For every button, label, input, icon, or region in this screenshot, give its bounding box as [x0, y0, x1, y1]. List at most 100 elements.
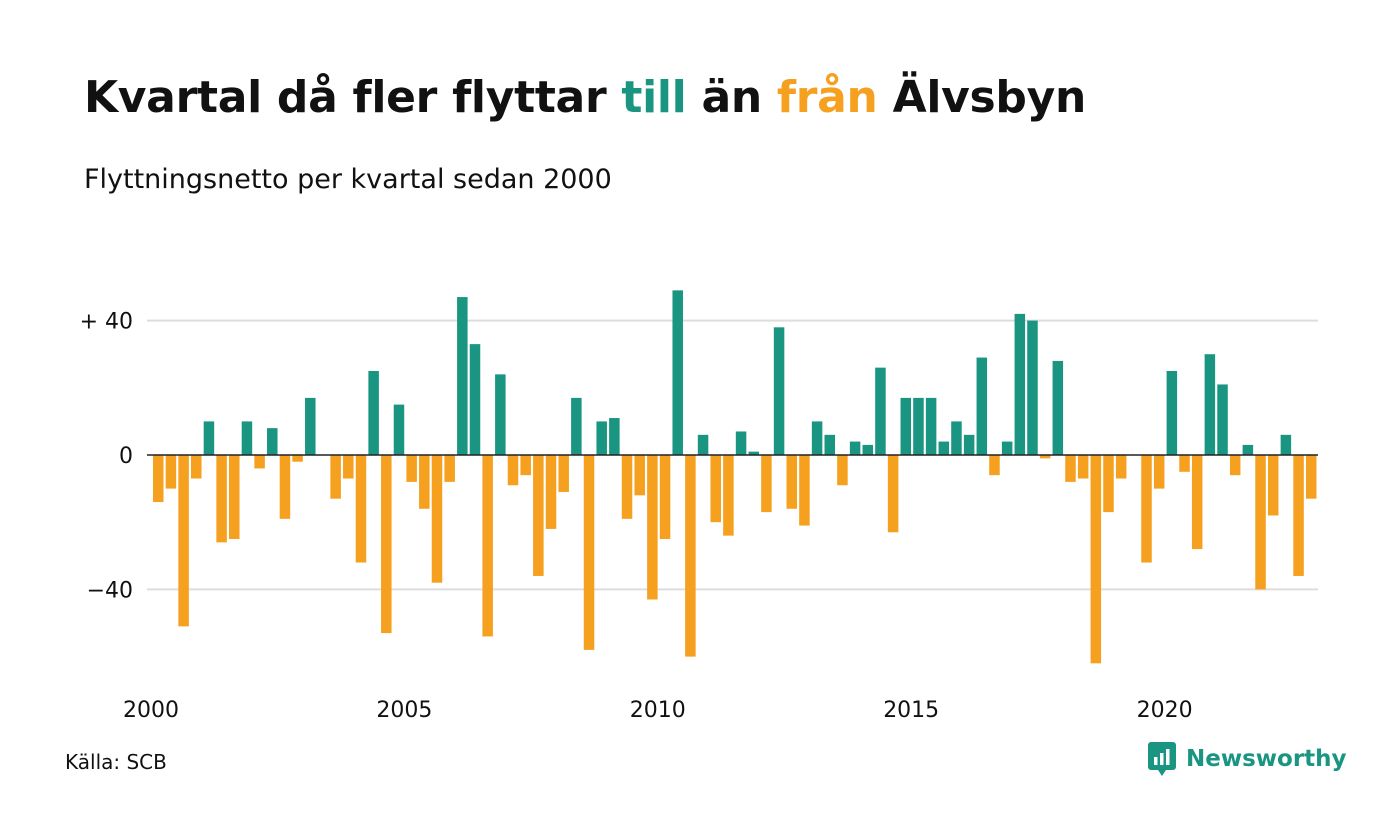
bar [469, 344, 481, 455]
bar [824, 434, 836, 455]
bar [305, 397, 316, 455]
bar [710, 455, 721, 523]
bar [444, 455, 455, 482]
bar [938, 441, 950, 455]
bar [558, 455, 569, 492]
bar [343, 455, 354, 479]
bar [355, 455, 367, 563]
newsworthy-chart-icon [1148, 742, 1176, 776]
bar [1153, 455, 1165, 489]
y-tick-label: 0 [119, 444, 133, 469]
bar [571, 397, 582, 455]
bar [330, 455, 341, 499]
bar [229, 455, 240, 539]
bar [621, 455, 633, 519]
bar-chart: + 40 0 −40 2000 2005 2010 2015 2020 [80, 290, 1318, 723]
bar [1065, 455, 1076, 482]
bar [153, 455, 164, 503]
bar [1204, 354, 1216, 455]
bar [875, 367, 886, 455]
bar [723, 455, 734, 536]
bar [1052, 360, 1064, 455]
bar [748, 451, 759, 455]
bar [989, 455, 1000, 476]
x-tick-label: 2000 [123, 698, 179, 723]
bar [165, 455, 177, 489]
bar [837, 455, 848, 486]
bar [419, 455, 430, 509]
bar [786, 455, 797, 509]
bar [849, 441, 861, 455]
bar [925, 397, 937, 455]
bar [533, 455, 544, 576]
bar [887, 455, 899, 533]
x-tick-label: 2015 [883, 698, 939, 723]
title-fran: från [776, 72, 878, 123]
bar [267, 428, 278, 455]
bar [1217, 384, 1228, 455]
bar [900, 397, 912, 455]
bar [1027, 320, 1038, 455]
chart-subtitle: Flyttningsnetto per kvartal sedan 2000 [84, 164, 612, 195]
bar [1229, 455, 1241, 476]
bar [659, 455, 671, 539]
bar [596, 421, 607, 455]
bar [482, 455, 493, 637]
bar [647, 455, 658, 600]
bar [697, 434, 709, 455]
bar [862, 444, 874, 455]
bar [1242, 444, 1254, 455]
bar [1001, 441, 1013, 455]
bar [457, 297, 468, 455]
bar [292, 455, 303, 462]
bar [431, 455, 443, 583]
x-tick-label: 2010 [630, 698, 686, 723]
title-part-3: än [686, 72, 777, 123]
bar [672, 290, 683, 455]
newsworthy-logo: Newsworthy [1148, 742, 1347, 776]
bar [1255, 455, 1266, 590]
chart-title: Kvartal då fler flyttar till än från Älv… [84, 72, 1086, 123]
bar [368, 371, 379, 455]
bar [203, 421, 215, 455]
x-tick-label: 2020 [1137, 698, 1193, 723]
bar [1166, 371, 1178, 455]
bar [1141, 455, 1152, 563]
bar [178, 455, 189, 627]
bar [1267, 455, 1279, 516]
bar [1115, 455, 1127, 479]
bar [1305, 455, 1317, 499]
bar [279, 455, 291, 519]
bar [381, 455, 392, 634]
bar [634, 455, 645, 496]
bar [1280, 434, 1292, 455]
bar [609, 418, 620, 455]
bar [773, 327, 785, 455]
bar [951, 421, 962, 455]
bar [761, 455, 772, 513]
bar [545, 455, 557, 529]
bar [811, 421, 823, 455]
logo-text: Newsworthy [1186, 746, 1347, 772]
bar [241, 421, 253, 455]
bar [976, 357, 988, 455]
bar [507, 455, 519, 486]
bar [799, 455, 810, 526]
title-part-5: Älvsbyn [877, 72, 1087, 123]
source-note: Källa: SCB [65, 750, 167, 774]
bar [1179, 455, 1190, 472]
title-till: till [621, 72, 687, 123]
y-tick-label: + 40 [80, 310, 133, 335]
bar [685, 455, 696, 657]
bar [1293, 455, 1304, 576]
bar [191, 455, 202, 479]
bar [393, 404, 405, 455]
bar [1090, 455, 1102, 664]
bar [495, 374, 506, 455]
bar [520, 455, 531, 476]
bar [254, 455, 265, 469]
bar [913, 397, 924, 455]
bar [583, 455, 595, 650]
bar [735, 431, 747, 455]
bar [1103, 455, 1114, 513]
